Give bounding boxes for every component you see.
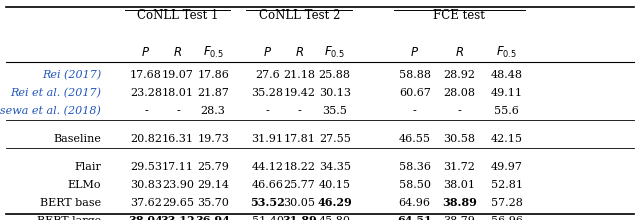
Text: $R$: $R$: [295, 46, 304, 59]
Text: 31.91: 31.91: [252, 134, 284, 144]
Text: 29.14: 29.14: [197, 180, 229, 190]
Text: Rei (2017): Rei (2017): [42, 70, 101, 80]
Text: $P$: $P$: [410, 46, 419, 59]
Text: 38.79: 38.79: [444, 216, 476, 220]
Text: 18.01: 18.01: [162, 88, 194, 98]
Text: 30.05: 30.05: [284, 198, 316, 208]
Text: 29.53: 29.53: [130, 162, 162, 172]
Text: $F_{0.5}$: $F_{0.5}$: [324, 45, 345, 60]
Text: 17.68: 17.68: [130, 70, 162, 80]
Text: 25.77: 25.77: [284, 180, 316, 190]
Text: 28.08: 28.08: [444, 88, 476, 98]
Text: FCE test: FCE test: [433, 9, 485, 22]
Text: $P$: $P$: [263, 46, 272, 59]
Text: 53.52: 53.52: [250, 197, 285, 208]
Text: BERT base: BERT base: [40, 198, 101, 208]
Text: 56.96: 56.96: [491, 216, 523, 220]
Text: 25.88: 25.88: [319, 70, 351, 80]
Text: 57.28: 57.28: [491, 198, 523, 208]
Text: 38.01: 38.01: [444, 180, 476, 190]
Text: 40.15: 40.15: [319, 180, 351, 190]
Text: 31.89: 31.89: [282, 215, 317, 220]
Text: 23.90: 23.90: [162, 180, 194, 190]
Text: 21.87: 21.87: [197, 88, 229, 98]
Text: 17.81: 17.81: [284, 134, 316, 144]
Text: 36.94: 36.94: [196, 215, 230, 220]
Text: 45.80: 45.80: [319, 216, 351, 220]
Text: 38.89: 38.89: [442, 197, 477, 208]
Text: 52.81: 52.81: [491, 180, 523, 190]
Text: -: -: [458, 106, 461, 116]
Text: Baseline: Baseline: [53, 134, 101, 144]
Text: 31.72: 31.72: [444, 162, 476, 172]
Text: 58.88: 58.88: [399, 70, 431, 80]
Text: $F_{0.5}$: $F_{0.5}$: [203, 45, 223, 60]
Text: 64.96: 64.96: [399, 198, 431, 208]
Text: 33.12: 33.12: [161, 215, 195, 220]
Text: 20.82: 20.82: [130, 134, 162, 144]
Text: 19.73: 19.73: [197, 134, 229, 144]
Text: 58.36: 58.36: [399, 162, 431, 172]
Text: CoNLL Test 2: CoNLL Test 2: [259, 9, 340, 22]
Text: 30.83: 30.83: [130, 180, 162, 190]
Text: 27.6: 27.6: [255, 70, 280, 80]
Text: 49.11: 49.11: [491, 88, 523, 98]
Text: 35.5: 35.5: [323, 106, 347, 116]
Text: 46.29: 46.29: [317, 197, 352, 208]
Text: $R$: $R$: [173, 46, 182, 59]
Text: Flair: Flair: [74, 162, 101, 172]
Text: -: -: [144, 106, 148, 116]
Text: 17.11: 17.11: [162, 162, 194, 172]
Text: 48.48: 48.48: [491, 70, 523, 80]
Text: -: -: [298, 106, 301, 116]
Text: -: -: [176, 106, 180, 116]
Text: -: -: [413, 106, 417, 116]
Text: 30.58: 30.58: [444, 134, 476, 144]
Text: 51.40: 51.40: [252, 216, 284, 220]
Text: CoNLL Test 1: CoNLL Test 1: [137, 9, 218, 22]
Text: 19.42: 19.42: [284, 88, 316, 98]
Text: 28.3: 28.3: [201, 106, 225, 116]
Text: 25.79: 25.79: [197, 162, 229, 172]
Text: 34.35: 34.35: [319, 162, 351, 172]
Text: 27.55: 27.55: [319, 134, 351, 144]
Text: 19.07: 19.07: [162, 70, 194, 80]
Text: $F_{0.5}$: $F_{0.5}$: [497, 45, 517, 60]
Text: 46.55: 46.55: [399, 134, 431, 144]
Text: $P$: $P$: [141, 46, 150, 59]
Text: BERT large: BERT large: [37, 216, 101, 220]
Text: 35.70: 35.70: [197, 198, 229, 208]
Text: 42.15: 42.15: [491, 134, 523, 144]
Text: 55.6: 55.6: [495, 106, 519, 116]
Text: 18.22: 18.22: [284, 162, 316, 172]
Text: -: -: [266, 106, 269, 116]
Text: 46.66: 46.66: [252, 180, 284, 190]
Text: 23.28: 23.28: [130, 88, 162, 98]
Text: 16.31: 16.31: [162, 134, 194, 144]
Text: 30.13: 30.13: [319, 88, 351, 98]
Text: 64.51: 64.51: [397, 215, 432, 220]
Text: Kasewa et al. (2018): Kasewa et al. (2018): [0, 106, 101, 116]
Text: 58.50: 58.50: [399, 180, 431, 190]
Text: 37.62: 37.62: [130, 198, 162, 208]
Text: 60.67: 60.67: [399, 88, 431, 98]
Text: 28.92: 28.92: [444, 70, 476, 80]
Text: 49.97: 49.97: [491, 162, 523, 172]
Text: ELMo: ELMo: [68, 180, 101, 190]
Text: 29.65: 29.65: [162, 198, 194, 208]
Text: 17.86: 17.86: [197, 70, 229, 80]
Text: 21.18: 21.18: [284, 70, 316, 80]
Text: $R$: $R$: [455, 46, 464, 59]
Text: 38.04: 38.04: [129, 215, 163, 220]
Text: Rei et al. (2017): Rei et al. (2017): [10, 88, 101, 98]
Text: 35.28: 35.28: [252, 88, 284, 98]
Text: 44.12: 44.12: [252, 162, 284, 172]
